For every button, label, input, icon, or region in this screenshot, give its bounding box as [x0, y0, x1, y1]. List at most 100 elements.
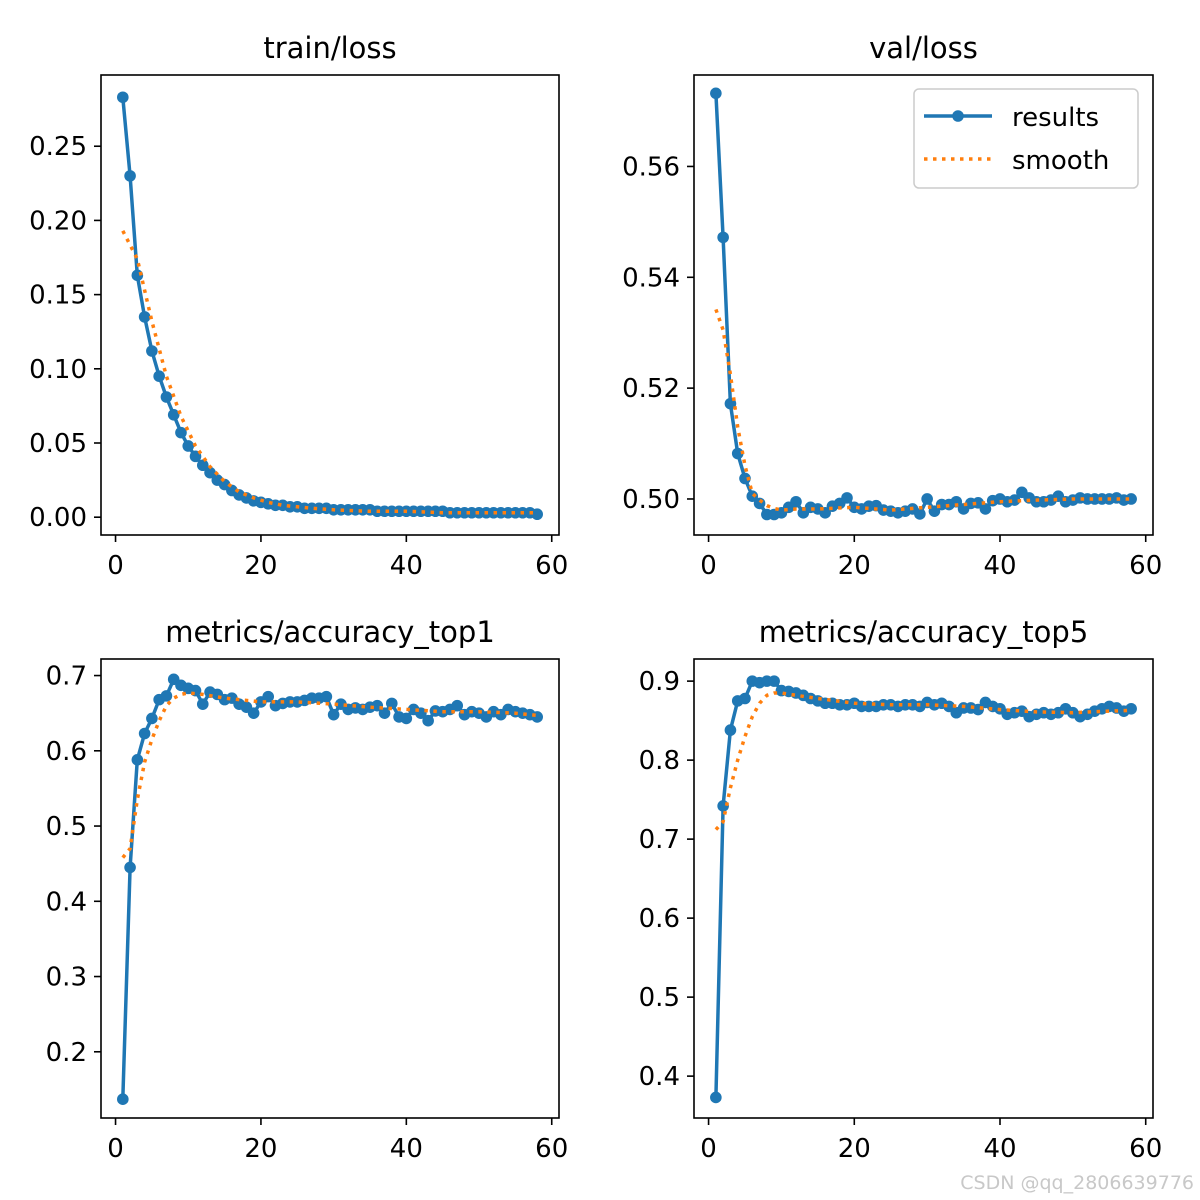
series-results-point: [531, 711, 543, 723]
plot-area: [710, 675, 1137, 1104]
subplot-1: train/loss 0 20 40 60 0.00 0.05 0.10 0.15 0.20 0.2…: [29, 31, 568, 581]
x-tick-label: 60: [1129, 551, 1162, 581]
watermark: CSDN @qq_2806639776: [960, 1172, 1194, 1194]
y-tick-label: 0.50: [622, 485, 680, 515]
y-tick-label: 0.4: [639, 1062, 680, 1092]
series-results-point: [131, 269, 144, 282]
x-tick-label: 40: [983, 551, 1016, 581]
subplot-2: val/loss 0 20 40 60 0.50 0.52 0.54 0.56 results sm…: [622, 31, 1162, 581]
series-results-point: [327, 708, 340, 721]
y-tick-label: 0.4: [46, 887, 87, 917]
y-tick-label: 0.5: [46, 812, 87, 842]
x-tick-label: 0: [700, 1134, 717, 1164]
series-results-point: [153, 370, 165, 383]
y-tick-label: 0.3: [46, 963, 87, 993]
series-results-point: [724, 724, 737, 736]
series-results-point: [768, 675, 780, 687]
series-results-point: [1125, 702, 1137, 715]
y-tick-label: 0.15: [29, 281, 87, 311]
x-tick-label: 40: [390, 551, 423, 581]
legend-frame: [913, 88, 1139, 189]
subplot-title: metrics/accuracy_top5: [759, 615, 1089, 649]
series-results-point: [117, 1093, 129, 1105]
series-results-point: [124, 170, 136, 182]
series-results-point: [790, 495, 802, 508]
series-results-point: [160, 391, 173, 403]
y-tick-label: 0.05: [29, 429, 87, 459]
y-tick-label: 0.20: [29, 206, 87, 236]
y-tick-label: 0.6: [46, 737, 87, 767]
axes-frame: [100, 658, 560, 1119]
series-results-point: [746, 490, 759, 503]
x-tick-label: 0: [107, 1134, 124, 1164]
subplot-4: metrics/accuracy_top5 0 20 40 60 0.4 0.5 0.6 0.7…: [639, 615, 1163, 1164]
plot-area: [117, 91, 543, 521]
series-results-point: [950, 495, 963, 508]
legend-results-marker: [952, 110, 964, 122]
x-tick-label: 20: [244, 551, 277, 581]
series-results-point: [710, 1091, 722, 1104]
series-results-point: [138, 311, 151, 323]
series-results-point: [378, 707, 391, 719]
x-tick-label: 40: [390, 1134, 423, 1164]
series-results-point: [739, 692, 751, 705]
y-tick-label: 0.7: [639, 825, 680, 855]
series-results-point: [117, 91, 129, 104]
subplot-title: train/loss: [263, 31, 396, 65]
series-results-point: [247, 707, 260, 719]
x-tick-label: 20: [838, 1134, 871, 1164]
legend-smooth-label: smooth: [1012, 146, 1109, 176]
subplot-title: metrics/accuracy_top1: [165, 615, 495, 649]
subplot-title: val/loss: [869, 31, 978, 65]
x-tick-label: 60: [535, 1134, 568, 1164]
x-tick-label: 40: [983, 1134, 1016, 1164]
x-tick-label: 20: [244, 1134, 277, 1164]
y-tick-label: 0.7: [46, 662, 87, 692]
subplot-3: metrics/accuracy_top1 0 20 40 60 0.2 0.3 0.4 0.5…: [46, 615, 569, 1164]
axes-frame: [693, 658, 1154, 1119]
series-results-point: [385, 697, 398, 710]
series-smooth-line: [121, 691, 538, 859]
plot-area: [117, 673, 543, 1105]
series-results-point: [422, 714, 434, 727]
series-results-point: [146, 345, 158, 357]
series-results-point: [731, 447, 744, 460]
y-tick-label: 0.6: [639, 904, 680, 934]
series-results-point: [196, 459, 209, 472]
series-results-point: [146, 712, 158, 725]
series-smooth-line: [714, 691, 1132, 831]
y-tick-label: 0.00: [29, 503, 87, 533]
x-tick-label: 60: [1129, 1134, 1162, 1164]
series-results-point: [189, 450, 202, 463]
series-results-point: [914, 508, 926, 520]
series-results-point: [160, 690, 173, 702]
series-results-point: [131, 754, 144, 766]
y-tick-label: 0.10: [29, 355, 87, 385]
series-results-point: [320, 690, 333, 703]
series-results-point: [138, 727, 151, 740]
series-results-point: [531, 508, 543, 521]
x-tick-label: 60: [535, 551, 568, 581]
series-results-point: [400, 712, 413, 725]
series-results-point: [1125, 493, 1137, 505]
legend: results smooth: [913, 88, 1139, 189]
y-tick-label: 0.5: [639, 983, 680, 1013]
y-tick-label: 0.25: [29, 132, 87, 162]
y-tick-label: 0.2: [46, 1038, 87, 1068]
series-results-point: [167, 409, 180, 421]
series-results-point: [979, 503, 992, 515]
y-tick-label: 0.9: [639, 667, 680, 697]
series-results-point: [921, 493, 933, 505]
series-smooth-line: [714, 308, 1132, 512]
legend-results-label: results: [1012, 103, 1099, 133]
series-results-point: [710, 87, 722, 100]
y-tick-label: 0.56: [622, 152, 680, 182]
series-results-point: [717, 231, 729, 244]
series-results-point: [182, 440, 195, 452]
axes-frame: [693, 74, 1154, 536]
series-results-point: [175, 426, 187, 439]
series-results-point: [124, 861, 136, 874]
y-tick-label: 0.54: [622, 263, 680, 293]
